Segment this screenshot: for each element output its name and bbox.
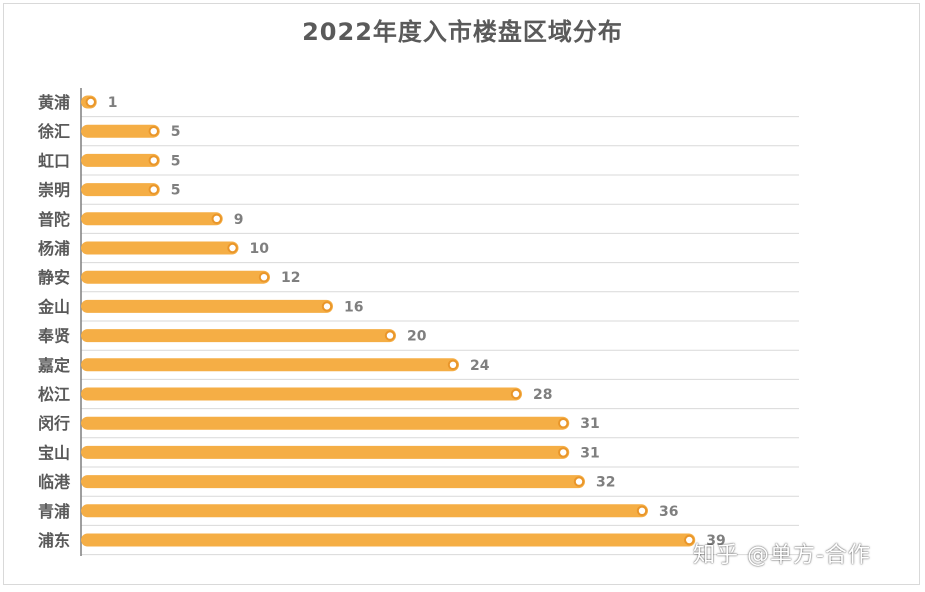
bar-end-marker [211, 213, 222, 225]
bar-end-marker [510, 388, 522, 400]
bar-end-marker [148, 184, 159, 195]
bar [81, 153, 160, 167]
category-label: 金山 [37, 297, 70, 316]
bar [81, 299, 333, 313]
data-label: 36 [659, 504, 678, 520]
bar-end-marker [636, 505, 648, 516]
category-label: 松江 [38, 385, 70, 404]
category-label: 宝山 [38, 443, 70, 462]
bar-end-marker [447, 359, 459, 370]
data-label: 5 [171, 153, 181, 169]
bar [81, 270, 270, 284]
data-label: 31 [580, 416, 599, 432]
bar-end-marker [573, 476, 585, 487]
category-label: 杨浦 [38, 239, 70, 258]
category-label: 崇明 [38, 181, 70, 200]
bar [81, 124, 160, 138]
bar [81, 358, 459, 372]
data-label: 20 [407, 329, 427, 345]
bar-end-marker [85, 96, 96, 108]
category-label: 徐汇 [37, 122, 70, 141]
data-label: 31 [580, 445, 599, 461]
category-label: 临港 [38, 473, 71, 492]
bar-end-marker [258, 272, 270, 283]
bar-end-marker [321, 301, 333, 312]
category-label: 奉贤 [37, 327, 70, 346]
bar [81, 241, 239, 255]
data-label: 5 [171, 124, 181, 140]
data-label: 1 [108, 95, 118, 111]
category-label: 嘉定 [37, 356, 70, 375]
watermark: 知乎 @单方-合作 [693, 543, 871, 568]
data-label: 28 [533, 387, 552, 403]
category-label: 静安 [38, 268, 70, 287]
data-label: 10 [250, 241, 270, 257]
bar-end-marker [148, 155, 159, 166]
bar [81, 445, 570, 459]
data-label: 32 [596, 475, 615, 491]
bar [81, 533, 696, 547]
category-label: 黄浦 [38, 93, 70, 112]
bar [81, 212, 223, 226]
category-label: 浦东 [38, 531, 70, 550]
bar-end-marker [148, 126, 159, 137]
bar-end-marker [384, 330, 396, 341]
category-label: 闵行 [38, 414, 70, 433]
bar [81, 329, 396, 343]
data-label: 24 [470, 358, 490, 374]
bar [81, 387, 522, 401]
bar-end-marker [684, 534, 695, 546]
chart-title: 2022年度入市楼盘区域分布 [302, 18, 623, 46]
category-label: 青浦 [38, 502, 70, 521]
data-label: 5 [171, 183, 181, 199]
bar [81, 504, 648, 518]
bar [81, 183, 160, 197]
bar [81, 475, 585, 489]
data-label: 12 [281, 270, 300, 286]
bar [81, 416, 570, 430]
data-label: 39 [706, 533, 725, 549]
data-label: 16 [344, 299, 363, 315]
bar-end-marker [227, 242, 238, 254]
bar-end-marker [558, 447, 569, 458]
category-label: 普陀 [38, 210, 70, 229]
category-label: 虹口 [38, 151, 70, 170]
bar-end-marker [558, 418, 569, 429]
data-label: 9 [234, 212, 244, 228]
